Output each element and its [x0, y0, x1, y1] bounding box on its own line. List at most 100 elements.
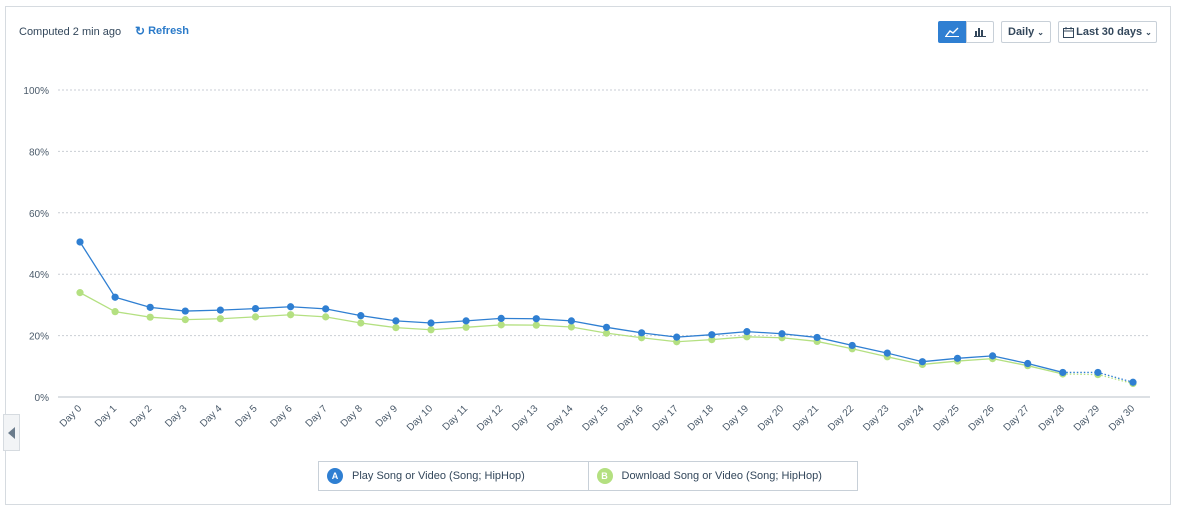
legend-label-a: Play Song or Video (Song; HipHop) — [352, 470, 525, 482]
refresh-icon: ↻ — [135, 24, 146, 38]
series-line — [79, 292, 1063, 375]
data-point — [462, 317, 470, 325]
x-tick-label: Day 15 — [580, 403, 610, 433]
refresh-button[interactable]: ↻ Refresh — [135, 25, 189, 37]
data-point — [427, 326, 435, 334]
data-point — [918, 358, 927, 366]
legend-badge-b: B — [596, 468, 613, 484]
x-tick-label: Day 6 — [268, 403, 295, 430]
x-tick-label: Day 21 — [791, 403, 821, 433]
data-point — [567, 317, 576, 325]
x-tick-label: Day 23 — [861, 403, 891, 433]
data-point — [287, 303, 295, 311]
data-point — [181, 316, 189, 324]
data-point — [497, 321, 505, 329]
x-tick-label: Day 3 — [163, 403, 190, 430]
data-point — [392, 317, 400, 325]
x-tick-label: Day 12 — [475, 403, 505, 433]
x-tick-label: Day 26 — [967, 403, 997, 433]
y-tick-label: 60% — [29, 209, 49, 220]
x-tick-label: Day 24 — [896, 403, 926, 433]
data-point — [1059, 368, 1067, 377]
data-point — [989, 352, 997, 360]
data-point — [743, 328, 751, 336]
x-tick-label: Day 1 — [93, 403, 120, 430]
data-point — [146, 303, 154, 311]
x-tick-label: Day 10 — [405, 403, 435, 433]
data-point — [322, 305, 330, 313]
data-point — [778, 330, 786, 338]
data-point — [251, 304, 260, 313]
x-tick-label: Day 4 — [198, 403, 225, 430]
interval-select[interactable]: Daily ⌄ — [1001, 21, 1051, 43]
legend-item-a[interactable]: A Play Song or Video (Song; HipHop) — [319, 462, 588, 490]
data-point — [322, 313, 330, 321]
data-point — [602, 329, 611, 337]
data-point — [427, 319, 435, 327]
interval-label: Daily — [1008, 26, 1035, 38]
x-tick-label: Day 5 — [233, 403, 260, 430]
data-point — [497, 314, 505, 323]
x-tick-label: Day 13 — [510, 403, 540, 433]
x-tick-label: Day 28 — [1037, 403, 1067, 433]
data-point — [216, 315, 224, 323]
data-point — [532, 321, 540, 329]
data-point — [673, 333, 681, 341]
x-tick-label: Day 25 — [931, 403, 961, 433]
data-point — [1094, 368, 1102, 377]
y-tick-label: 100% — [23, 86, 49, 97]
x-tick-label: Day 17 — [651, 403, 681, 433]
line-chart-toggle[interactable] — [938, 21, 966, 43]
x-tick-label: Day 30 — [1107, 403, 1137, 433]
collapse-panel-button[interactable] — [3, 414, 20, 451]
series-line — [79, 241, 1063, 374]
bar-chart-icon — [974, 28, 986, 37]
line-chart-icon — [945, 27, 959, 37]
chevron-down-icon: ⌄ — [1037, 27, 1044, 37]
data-point — [76, 289, 84, 297]
data-point — [251, 313, 260, 321]
bar-chart-toggle[interactable] — [966, 21, 994, 43]
legend-label-b: Download Song or Video (Song; HipHop) — [621, 470, 822, 482]
date-range-select[interactable]: Last 30 days ⌄ — [1058, 21, 1157, 43]
data-point — [216, 306, 224, 314]
chart-legend: A Play Song or Video (Song; HipHop) B Do… — [318, 461, 858, 491]
data-point — [883, 349, 891, 357]
chevron-left-icon — [8, 426, 15, 439]
data-point — [1129, 378, 1137, 386]
data-point — [392, 324, 400, 332]
x-tick-label: Day 14 — [545, 403, 575, 433]
data-point — [813, 333, 821, 342]
chart-panel — [5, 6, 1171, 505]
legend-item-b[interactable]: B Download Song or Video (Song; HipHop) — [587, 462, 858, 490]
x-tick-label: Day 2 — [128, 403, 155, 430]
x-tick-label: Day 16 — [616, 403, 646, 433]
data-point — [76, 238, 84, 246]
x-tick-label: Day 8 — [339, 403, 366, 430]
data-point — [638, 329, 646, 337]
x-tick-label: Day 9 — [374, 403, 401, 430]
x-tick-label: Day 0 — [58, 403, 85, 430]
legend-badge-a: A — [327, 468, 343, 484]
data-point — [532, 315, 540, 323]
data-point — [462, 323, 470, 331]
data-point — [357, 312, 365, 320]
y-tick-label: 80% — [29, 147, 49, 158]
data-point — [743, 333, 751, 341]
chevron-down-icon: ⌄ — [1145, 27, 1152, 37]
data-point — [953, 354, 962, 362]
data-point — [848, 341, 856, 350]
x-tick-label: Day 20 — [756, 403, 786, 433]
y-tick-label: 40% — [29, 270, 49, 281]
data-point — [357, 319, 365, 327]
data-point — [181, 307, 189, 315]
x-tick-label: Day 18 — [686, 403, 716, 433]
data-point — [111, 308, 119, 316]
data-point — [708, 331, 716, 339]
x-tick-label: Day 22 — [826, 403, 856, 433]
refresh-label: Refresh — [148, 25, 190, 37]
x-tick-label: Day 19 — [721, 403, 751, 433]
x-tick-label: Day 7 — [304, 403, 331, 430]
data-point — [567, 323, 576, 331]
x-tick-label: Day 11 — [441, 403, 471, 433]
